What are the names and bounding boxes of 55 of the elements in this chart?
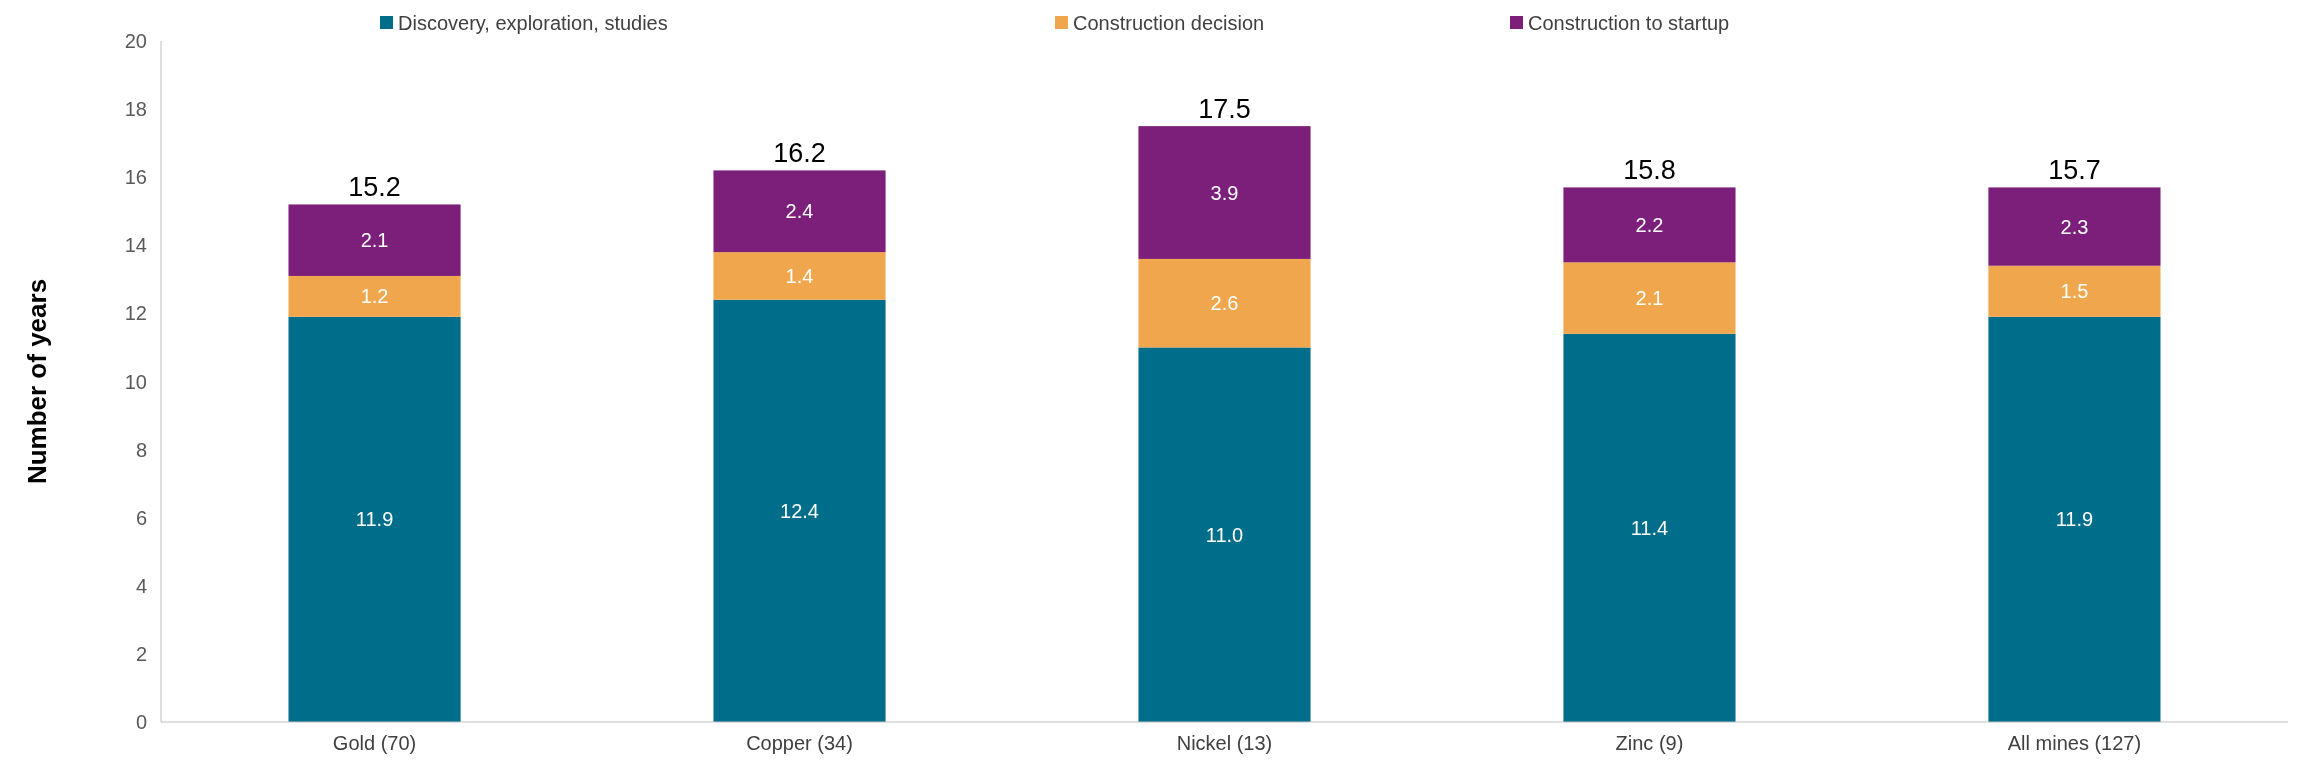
bar	[1988, 265, 2161, 317]
data-label: 1.4	[785, 264, 814, 287]
bar	[713, 170, 886, 253]
y-tick-label: 10	[124, 370, 147, 393]
total-label: 15.8	[1623, 155, 1676, 186]
bar	[1563, 333, 1736, 722]
y-tick-label: 8	[135, 438, 147, 461]
data-label: 2.1	[1635, 287, 1664, 310]
data-label: 11.4	[1630, 516, 1669, 539]
data-label: 2.6	[1210, 292, 1239, 315]
x-tick-label: Copper (34)	[746, 732, 853, 754]
y-tick-label: 18	[124, 98, 147, 121]
bar	[1563, 262, 1736, 334]
bar	[288, 316, 461, 722]
bar	[713, 252, 886, 300]
legend-label: Construction to startup	[1528, 12, 1730, 34]
bar	[1988, 187, 2161, 266]
total-label: 15.2	[348, 172, 401, 203]
bar	[1988, 316, 2161, 722]
y-tick-label: 2	[135, 642, 147, 665]
legend-label: Construction decision	[1073, 12, 1265, 34]
bar	[288, 204, 461, 276]
y-tick-label: 16	[124, 166, 147, 189]
y-tick-label: 14	[124, 234, 147, 257]
data-label: 11.9	[2055, 508, 2094, 531]
data-label: 2.3	[2060, 215, 2089, 238]
x-tick-label: All mines (127)	[2007, 732, 2142, 754]
x-tick-label: Zinc (9)	[1615, 732, 1684, 754]
data-label: 3.9	[1210, 181, 1239, 204]
bar	[1138, 126, 1311, 259]
bar	[713, 299, 886, 722]
bar	[288, 275, 461, 317]
data-label: 11.0	[1205, 523, 1244, 546]
total-label: 16.2	[773, 138, 826, 169]
y-tick-label: 20	[124, 30, 147, 52]
y-tick-label: 12	[124, 302, 147, 325]
bar	[1563, 187, 1736, 263]
data-label: 2.4	[785, 200, 814, 223]
y-tick-label: 0	[135, 711, 147, 733]
data-label: 2.1	[360, 229, 389, 252]
y-axis-title: Number of years	[22, 278, 52, 485]
total-label: 17.5	[1198, 94, 1251, 125]
data-label: 1.2	[360, 285, 389, 308]
data-label: 11.9	[355, 508, 394, 531]
x-tick-label: Gold (70)	[332, 732, 417, 754]
x-tick-label: Nickel (13)	[1176, 732, 1273, 754]
legend-label: Discovery, exploration, studies	[398, 12, 668, 34]
data-label: 1.5	[2060, 280, 2089, 303]
bar	[1138, 258, 1311, 348]
data-label: 12.4	[780, 499, 819, 522]
total-label: 15.7	[2048, 155, 2101, 186]
bar	[1138, 347, 1311, 722]
data-label: 2.2	[1635, 213, 1664, 236]
y-tick-label: 4	[135, 574, 147, 597]
y-tick-label: 6	[135, 506, 147, 529]
